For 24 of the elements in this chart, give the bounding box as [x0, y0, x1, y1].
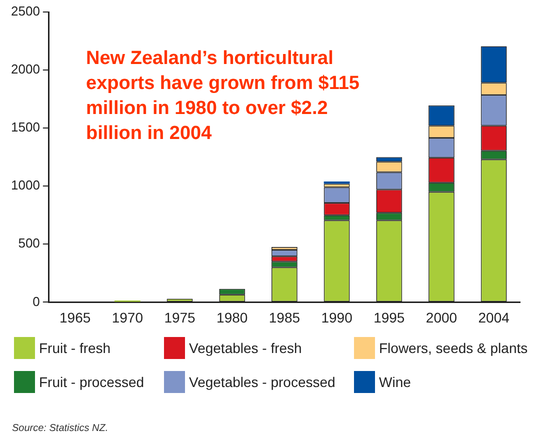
legend-label: Wine — [379, 374, 411, 390]
x-tick-label: 1995 — [374, 309, 405, 326]
annotation: New Zealand’s horticultural exports have grown from $115 million in 1980 to over $2.2 billion in 2004 — [86, 47, 360, 146]
legend-label: Vegetables - processed — [189, 374, 336, 390]
y-tick-label: 2000 — [11, 62, 40, 77]
x-tick-label: 1975 — [164, 309, 196, 326]
legend-label: Fruit - fresh — [39, 340, 111, 356]
x-tick-label: 2004 — [478, 309, 510, 326]
y-tick-label: 500 — [18, 236, 40, 251]
x-tick-label: 2000 — [426, 309, 458, 326]
y-tick-label: 2500 — [11, 4, 40, 19]
x-tick-label: 1970 — [112, 309, 144, 326]
legend-label: Fruit - processed — [39, 374, 144, 390]
x-tick-label: 1980 — [216, 309, 248, 326]
x-tick-label: 1985 — [268, 309, 300, 326]
y-tick-label: 1500 — [11, 120, 40, 135]
y-tick-label: 0 — [32, 294, 40, 309]
legend-label: Vegetables - fresh — [189, 340, 302, 356]
source-note: Source: Statistics NZ. — [12, 423, 108, 434]
y-tick-label: 1000 — [11, 178, 40, 193]
x-tick-label: 1990 — [321, 309, 353, 326]
bar — [324, 181, 350, 184]
legend-label: Flowers, seeds & plants — [379, 340, 528, 356]
x-tick-label: 1965 — [60, 309, 91, 326]
